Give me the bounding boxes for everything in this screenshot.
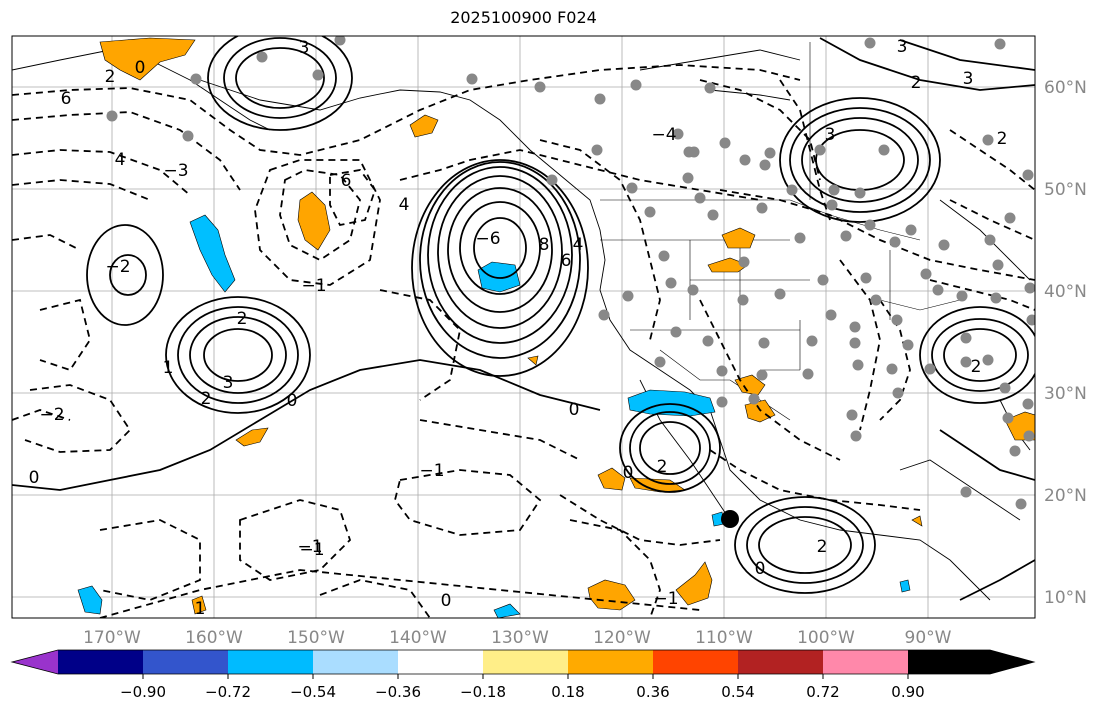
solid-contours — [12, 36, 1035, 601]
colorbar-segment — [568, 650, 653, 674]
latitude-labels: 60°N 50°N 40°N 30°N 20°N 10°N — [1044, 78, 1087, 608]
colorbar-segment — [228, 650, 313, 674]
colorbar-tick-label: 0.18 — [551, 683, 584, 701]
colorbar-tick-label: 0.90 — [891, 683, 924, 701]
contour-label: 3 — [223, 373, 234, 393]
contour-label: 0 — [135, 58, 146, 78]
lat-label: 60°N — [1044, 78, 1087, 98]
contour-label: 0 — [755, 559, 766, 579]
contour-label: 2 — [237, 309, 248, 329]
colorbar-segment — [313, 650, 398, 674]
contour-label: 1 — [195, 599, 206, 619]
contour-label: 2 — [105, 67, 116, 87]
colorbar-tick-label: 0.54 — [721, 683, 754, 701]
contour-label: 6 — [61, 89, 72, 109]
colorbar-segment — [143, 650, 228, 674]
map-area — [12, 36, 1035, 618]
contour-label: −1 — [297, 537, 322, 557]
colorbar-tick-label: 0.72 — [806, 683, 839, 701]
contour-labels: 3 0 2 6 4 −3 −4 3 −2 −1 −1 0 1 2 3 2 −2 … — [29, 37, 1008, 619]
contour-label: −4 — [651, 125, 676, 145]
lon-label: 130°W — [491, 628, 549, 648]
contour-label: 6 — [341, 171, 352, 191]
lat-label: 20°N — [1044, 486, 1087, 506]
colorbar-outline — [10, 649, 1036, 675]
contour-label: −2 — [105, 257, 130, 277]
lon-label: 90°W — [905, 628, 952, 648]
lat-label: 10°N — [1044, 588, 1087, 608]
contour-label: 8 — [539, 235, 550, 255]
lon-label: 170°W — [83, 628, 141, 648]
lon-label: 100°W — [797, 628, 855, 648]
colorbar-tick-label: −0.72 — [205, 683, 251, 701]
colorbar-extend-max — [908, 650, 1034, 674]
map-border — [11, 35, 1036, 619]
contour-label: −1 — [301, 276, 326, 296]
contour-label: −2 — [39, 405, 64, 425]
contour-label: 3 — [897, 37, 908, 57]
lat-label: 50°N — [1044, 180, 1087, 200]
lon-label: 120°W — [593, 628, 651, 648]
contour-label: 4 — [573, 235, 584, 255]
storm-center-marker — [721, 510, 739, 528]
map-title: 2025100900 F024 — [450, 8, 597, 27]
lon-label: 150°W — [287, 628, 345, 648]
lon-label: 140°W — [389, 628, 447, 648]
contour-label: 4 — [399, 195, 410, 215]
contour-label: 4 — [115, 150, 126, 170]
lon-label: 160°W — [185, 628, 243, 648]
colorbar-segment — [483, 650, 568, 674]
dashed-contours — [12, 64, 1035, 618]
contour-label: 6 — [561, 251, 572, 271]
colorbar-tick-label: 0.36 — [636, 683, 669, 701]
lat-label: 40°N — [1044, 282, 1087, 302]
contour-label: 3 — [299, 38, 310, 58]
contour-label: −6 — [475, 229, 500, 249]
contour-label: 3 — [825, 125, 836, 145]
station-markers — [106, 36, 1035, 510]
contour-label: 0 — [287, 391, 298, 411]
contour-label: 2 — [201, 389, 212, 409]
colorbar-extend-min — [12, 650, 58, 674]
contour-label: 2 — [911, 73, 922, 93]
contour-label: 2 — [657, 457, 668, 477]
colorbar-segment — [58, 650, 143, 674]
contour-label: 0 — [441, 591, 452, 611]
colorbar-tick-label: −0.36 — [375, 683, 421, 701]
colorbar: −0.90 −0.72 −0.54 −0.36 −0.18 0.18 0.36 … — [10, 649, 1036, 701]
colorbar-segment — [738, 650, 823, 674]
contour-label: −1 — [653, 589, 678, 609]
contour-label: −1 — [419, 461, 444, 481]
contour-label: 2 — [971, 357, 982, 377]
contour-label: 3 — [963, 69, 974, 89]
contour-label: −1 — [299, 540, 324, 560]
colorbar-tick-label: −0.90 — [120, 683, 166, 701]
colorbar-tick-label: −0.18 — [460, 683, 506, 701]
contour-label: 2 — [817, 537, 828, 557]
contour-label: 0 — [569, 400, 580, 420]
graticule — [12, 36, 1035, 618]
contour-label: 1 — [163, 358, 174, 378]
lat-label: 30°N — [1044, 384, 1087, 404]
longitude-labels: 170°W 160°W 150°W 140°W 130°W 120°W 110°… — [83, 628, 952, 648]
lon-label: 110°W — [695, 628, 753, 648]
contour-label: 0 — [29, 468, 40, 488]
colorbar-segment — [823, 650, 908, 674]
colorbar-tick-label: −0.54 — [290, 683, 336, 701]
colorbar-segment — [653, 650, 738, 674]
contour-label: −3 — [163, 161, 188, 181]
contour-label: 0 — [623, 463, 634, 483]
contour-label: 2 — [997, 129, 1008, 149]
colorbar-segment — [398, 650, 483, 674]
